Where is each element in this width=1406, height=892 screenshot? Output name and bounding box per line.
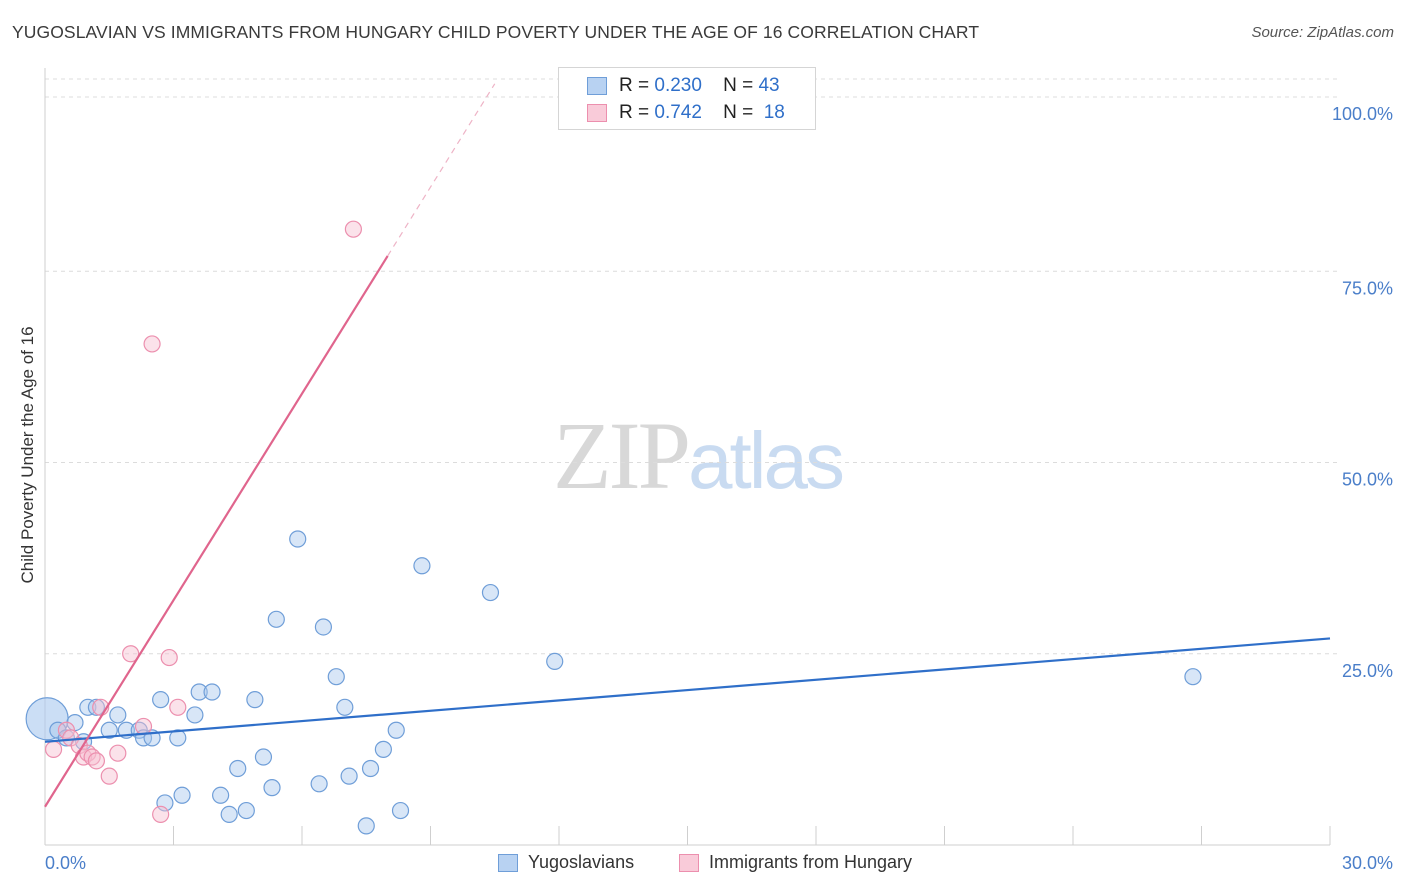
yugoslavians-point [186, 706, 204, 724]
yugoslavians-point [100, 721, 118, 739]
r-label: R = [619, 102, 650, 123]
yugoslavians-point [169, 729, 187, 747]
hungary-point [160, 648, 178, 667]
yugoslavians-point [310, 775, 328, 793]
yugoslavians-point [229, 759, 247, 778]
yugoslavians-point [190, 683, 208, 701]
n-label: N = [723, 75, 754, 96]
y-tick-label: 75.0% [1342, 278, 1393, 298]
yugoslavians-point [374, 740, 392, 758]
watermark: ZIPatlas [553, 400, 845, 511]
hungary-point [109, 744, 127, 762]
yugoslavians-point [387, 721, 405, 739]
x-tick-label: 0.0% [45, 853, 86, 873]
legend-swatch-blue [498, 853, 518, 872]
yugoslavians-point [481, 583, 500, 602]
yugoslavians-point [173, 786, 191, 804]
r-value: 0.742 [654, 102, 702, 123]
x-tick-label: 30.0% [1342, 853, 1393, 873]
yugoslavians-point [263, 779, 281, 797]
r-value: 0.230 [654, 75, 702, 96]
hungary-point [134, 717, 153, 736]
n-value: 43 [758, 75, 780, 96]
yugoslavians-point [336, 698, 354, 716]
hungary-point [152, 805, 170, 824]
y-tick-label: 100.0% [1332, 104, 1393, 124]
correlation-legend: R = 0.230 N = 43 R = 0.742 N = 18 [558, 67, 816, 130]
hungary-point [44, 740, 63, 758]
hungary-point [87, 752, 106, 770]
yugoslavians-point [246, 691, 264, 709]
hungary-point [122, 645, 140, 663]
yugoslavians-point [212, 786, 230, 804]
yugoslavians-point [220, 805, 238, 824]
yugoslavians-point [237, 801, 255, 820]
yugoslavians-point [254, 748, 273, 766]
yugoslavians-point [109, 706, 127, 724]
yugoslavians-point [357, 817, 375, 835]
source-label: Source: ZipAtlas.com [1251, 24, 1394, 41]
y-tick-label: 25.0% [1342, 661, 1393, 681]
y-axis-label: Child Poverty Under the Age of 16 [18, 326, 37, 584]
hungary-point [344, 220, 362, 238]
y-tick-label: 50.0% [1342, 470, 1393, 490]
watermark-atlas: atlas [688, 416, 845, 505]
legend-swatch-pink [679, 853, 699, 872]
hungary-point [169, 698, 187, 716]
yugoslavians-point [152, 691, 170, 709]
yugoslavians-trend-line [44, 637, 1331, 743]
hungary-trend-extension [387, 83, 496, 257]
yugoslavians-point [327, 668, 345, 686]
watermark-zip: ZIP [553, 402, 691, 509]
r-label: R = [619, 75, 650, 96]
yugoslavians-point [203, 683, 221, 701]
hungary-point [100, 767, 118, 785]
legend-label-hungary: Immigrants from Hungary [709, 852, 913, 872]
legend-label-yugoslavians: Yugoslavians [528, 852, 635, 872]
legend-swatch-pink [587, 104, 607, 122]
yugoslavians-point [1184, 668, 1202, 686]
yugoslavians-point [391, 801, 410, 820]
chart-title: YUGOSLAVIAN VS IMMIGRANTS FROM HUNGARY C… [12, 22, 980, 42]
yugoslavians-point [546, 652, 564, 671]
yugoslavians-point [87, 698, 106, 716]
n-label: N = [723, 102, 754, 123]
yugoslavians-point [267, 610, 285, 628]
legend-item-hungary: Immigrants from Hungary [679, 852, 912, 873]
legend-item-yugoslavians: Yugoslavians [498, 852, 634, 873]
yugoslavians-point [361, 759, 380, 778]
yugoslavians-point [340, 767, 358, 785]
yugoslavians-point [314, 618, 333, 636]
yugoslavians-point [289, 530, 307, 548]
yugoslavians-point [413, 557, 431, 575]
legend-swatch-blue [587, 77, 607, 95]
hungary-trend-line [44, 255, 389, 808]
hungary-point [143, 335, 161, 353]
n-value: 18 [763, 102, 785, 123]
